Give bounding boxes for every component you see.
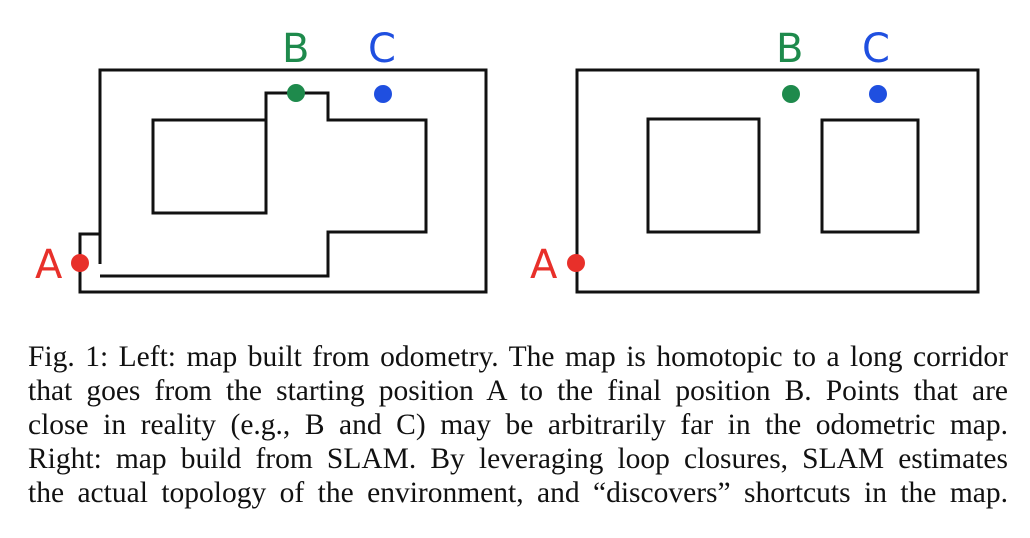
caption-line-4: Right: map build from SLAM. By leveragin… <box>28 443 1008 475</box>
caption-line-2: that goes from the starting position A t… <box>28 375 1008 407</box>
right-label-a: A <box>530 242 558 288</box>
left-point-c <box>374 85 392 103</box>
left-point-b <box>287 84 305 102</box>
figure-caption: Fig. 1: Left: map built from odometry. T… <box>28 340 1008 510</box>
caption-line-3: close in reality (e.g., B and C) may be … <box>28 409 1008 441</box>
left-label-b: B <box>282 26 309 72</box>
right-point-a <box>567 254 585 272</box>
right-map-outer-wall <box>575 68 980 294</box>
right-label-b: B <box>776 26 803 72</box>
left-map-outer-wall <box>78 68 488 294</box>
left-map-corridor-wall <box>100 91 428 278</box>
right-slam-map: A B C <box>530 26 980 294</box>
right-map-left-block <box>646 117 761 234</box>
left-label-c: C <box>368 26 396 72</box>
right-point-b <box>782 85 800 103</box>
left-label-a: A <box>35 242 63 288</box>
right-map-right-block <box>820 118 920 234</box>
right-label-c: C <box>862 26 890 72</box>
left-odometry-map: A B C <box>35 26 488 294</box>
figure: A B C A B C <box>35 26 980 294</box>
caption-line-5: the actual topology of the environment, … <box>28 477 1008 509</box>
caption-line-1: Fig. 1: Left: map built from odometry. T… <box>28 341 1008 373</box>
right-point-c <box>869 85 887 103</box>
left-point-a <box>71 254 89 272</box>
